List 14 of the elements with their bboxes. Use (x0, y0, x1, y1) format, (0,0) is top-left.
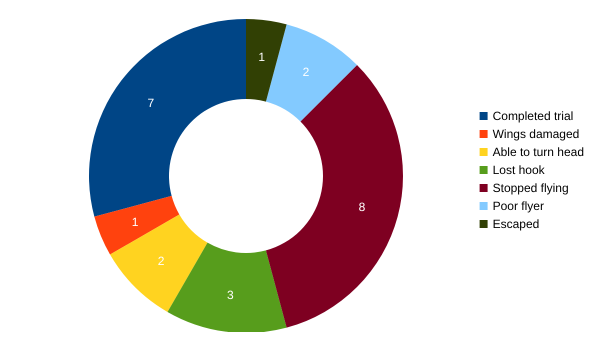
legend-label: Wings damaged (492, 127, 580, 141)
legend-label: Able to turn head (492, 145, 584, 159)
data-label: 8 (358, 200, 366, 214)
data-label: 2 (302, 65, 310, 80)
legend-label: Escaped (492, 217, 540, 231)
legend-label: Stopped flying (492, 181, 569, 195)
data-label: 1 (258, 50, 266, 64)
legend-label: Completed trial (492, 109, 574, 123)
data-label: 1 (132, 214, 139, 229)
legend-label: Lost hook (492, 163, 546, 177)
legend-label: Poor flyer (492, 199, 544, 213)
data-label: 3 (226, 288, 234, 302)
data-label: 2 (158, 254, 165, 268)
data-label: 7 (147, 96, 154, 110)
